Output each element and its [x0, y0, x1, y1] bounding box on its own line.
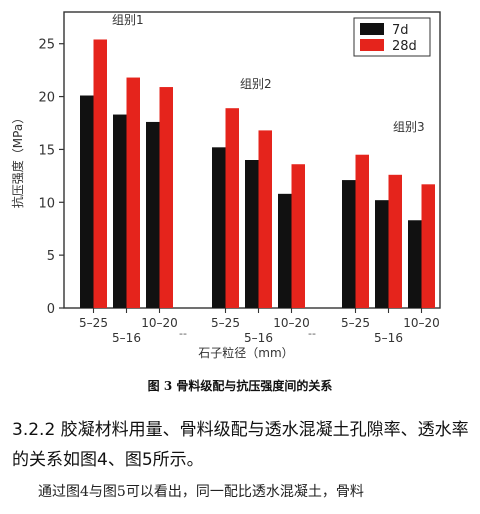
legend-swatch — [360, 39, 384, 51]
bar-28d — [355, 154, 369, 308]
group-separator: -- — [179, 327, 187, 340]
bar-chart: 0510152025抗压强度（MPa）5–255–1610–20组别15–255… — [10, 11, 441, 360]
chart-bars — [80, 39, 435, 309]
legend-label: 28d — [392, 39, 417, 54]
y-tick-label: 5 — [47, 249, 55, 264]
group-label: 组别1 — [112, 13, 144, 27]
y-axis-label: 抗压强度（MPa） — [10, 112, 25, 208]
x-tick-label: 10–20 — [403, 316, 440, 330]
bar-7d — [375, 200, 389, 308]
y-tick-label: 25 — [38, 38, 55, 53]
bar-7d — [212, 147, 226, 308]
bar-28d — [291, 164, 305, 308]
x-tick-label: 5–25 — [79, 316, 108, 330]
bar-28d — [388, 174, 402, 308]
x-tick-label: 5–16 — [244, 331, 273, 345]
bar-28d — [126, 77, 140, 309]
bar-28d — [159, 87, 173, 308]
legend-label: 7d — [392, 23, 409, 38]
x-tick-label: 5–16 — [112, 331, 141, 345]
section-heading: 3.2.2 胶凝材料用量、骨料级配与透水混凝土孔隙率、透水率的关系如图4、图5所… — [12, 420, 469, 470]
x-tick-label: 5–25 — [341, 316, 370, 330]
x-tick-label: 10–20 — [273, 316, 310, 330]
y-tick-label: 10 — [38, 196, 55, 211]
body-paragraph: 通过图4与图5可以看出，同一配比透水混凝土，骨料 — [38, 484, 364, 500]
chart-labels: 0510152025抗压强度（MPa）5–255–1610–20组别15–255… — [10, 13, 440, 360]
figure-caption: 图 3 骨料级配与抗压强度间的关系 — [147, 379, 333, 393]
group-label: 组别3 — [393, 120, 425, 134]
x-tick-label: 10–20 — [141, 316, 178, 330]
bar-28d — [258, 130, 272, 308]
bar-7d — [80, 95, 94, 308]
legend-swatch — [360, 23, 384, 35]
bar-28d — [421, 184, 435, 308]
y-tick-label: 0 — [47, 302, 55, 317]
y-tick-label: 15 — [38, 143, 55, 158]
group-label: 组别2 — [240, 77, 272, 91]
bar-7d — [342, 180, 356, 308]
group-separator: -- — [308, 327, 316, 340]
x-axis-label: 石子粒径（mm） — [198, 345, 293, 360]
x-tick-label: 5–16 — [374, 331, 403, 345]
bar-7d — [245, 160, 259, 308]
x-tick-label: 5–25 — [211, 316, 240, 330]
bar-7d — [146, 121, 160, 308]
bar-7d — [408, 220, 422, 308]
bar-7d — [278, 193, 292, 308]
bar-28d — [93, 39, 107, 308]
bar-28d — [225, 108, 239, 308]
y-tick-label: 20 — [38, 91, 55, 106]
bar-7d — [113, 114, 127, 309]
